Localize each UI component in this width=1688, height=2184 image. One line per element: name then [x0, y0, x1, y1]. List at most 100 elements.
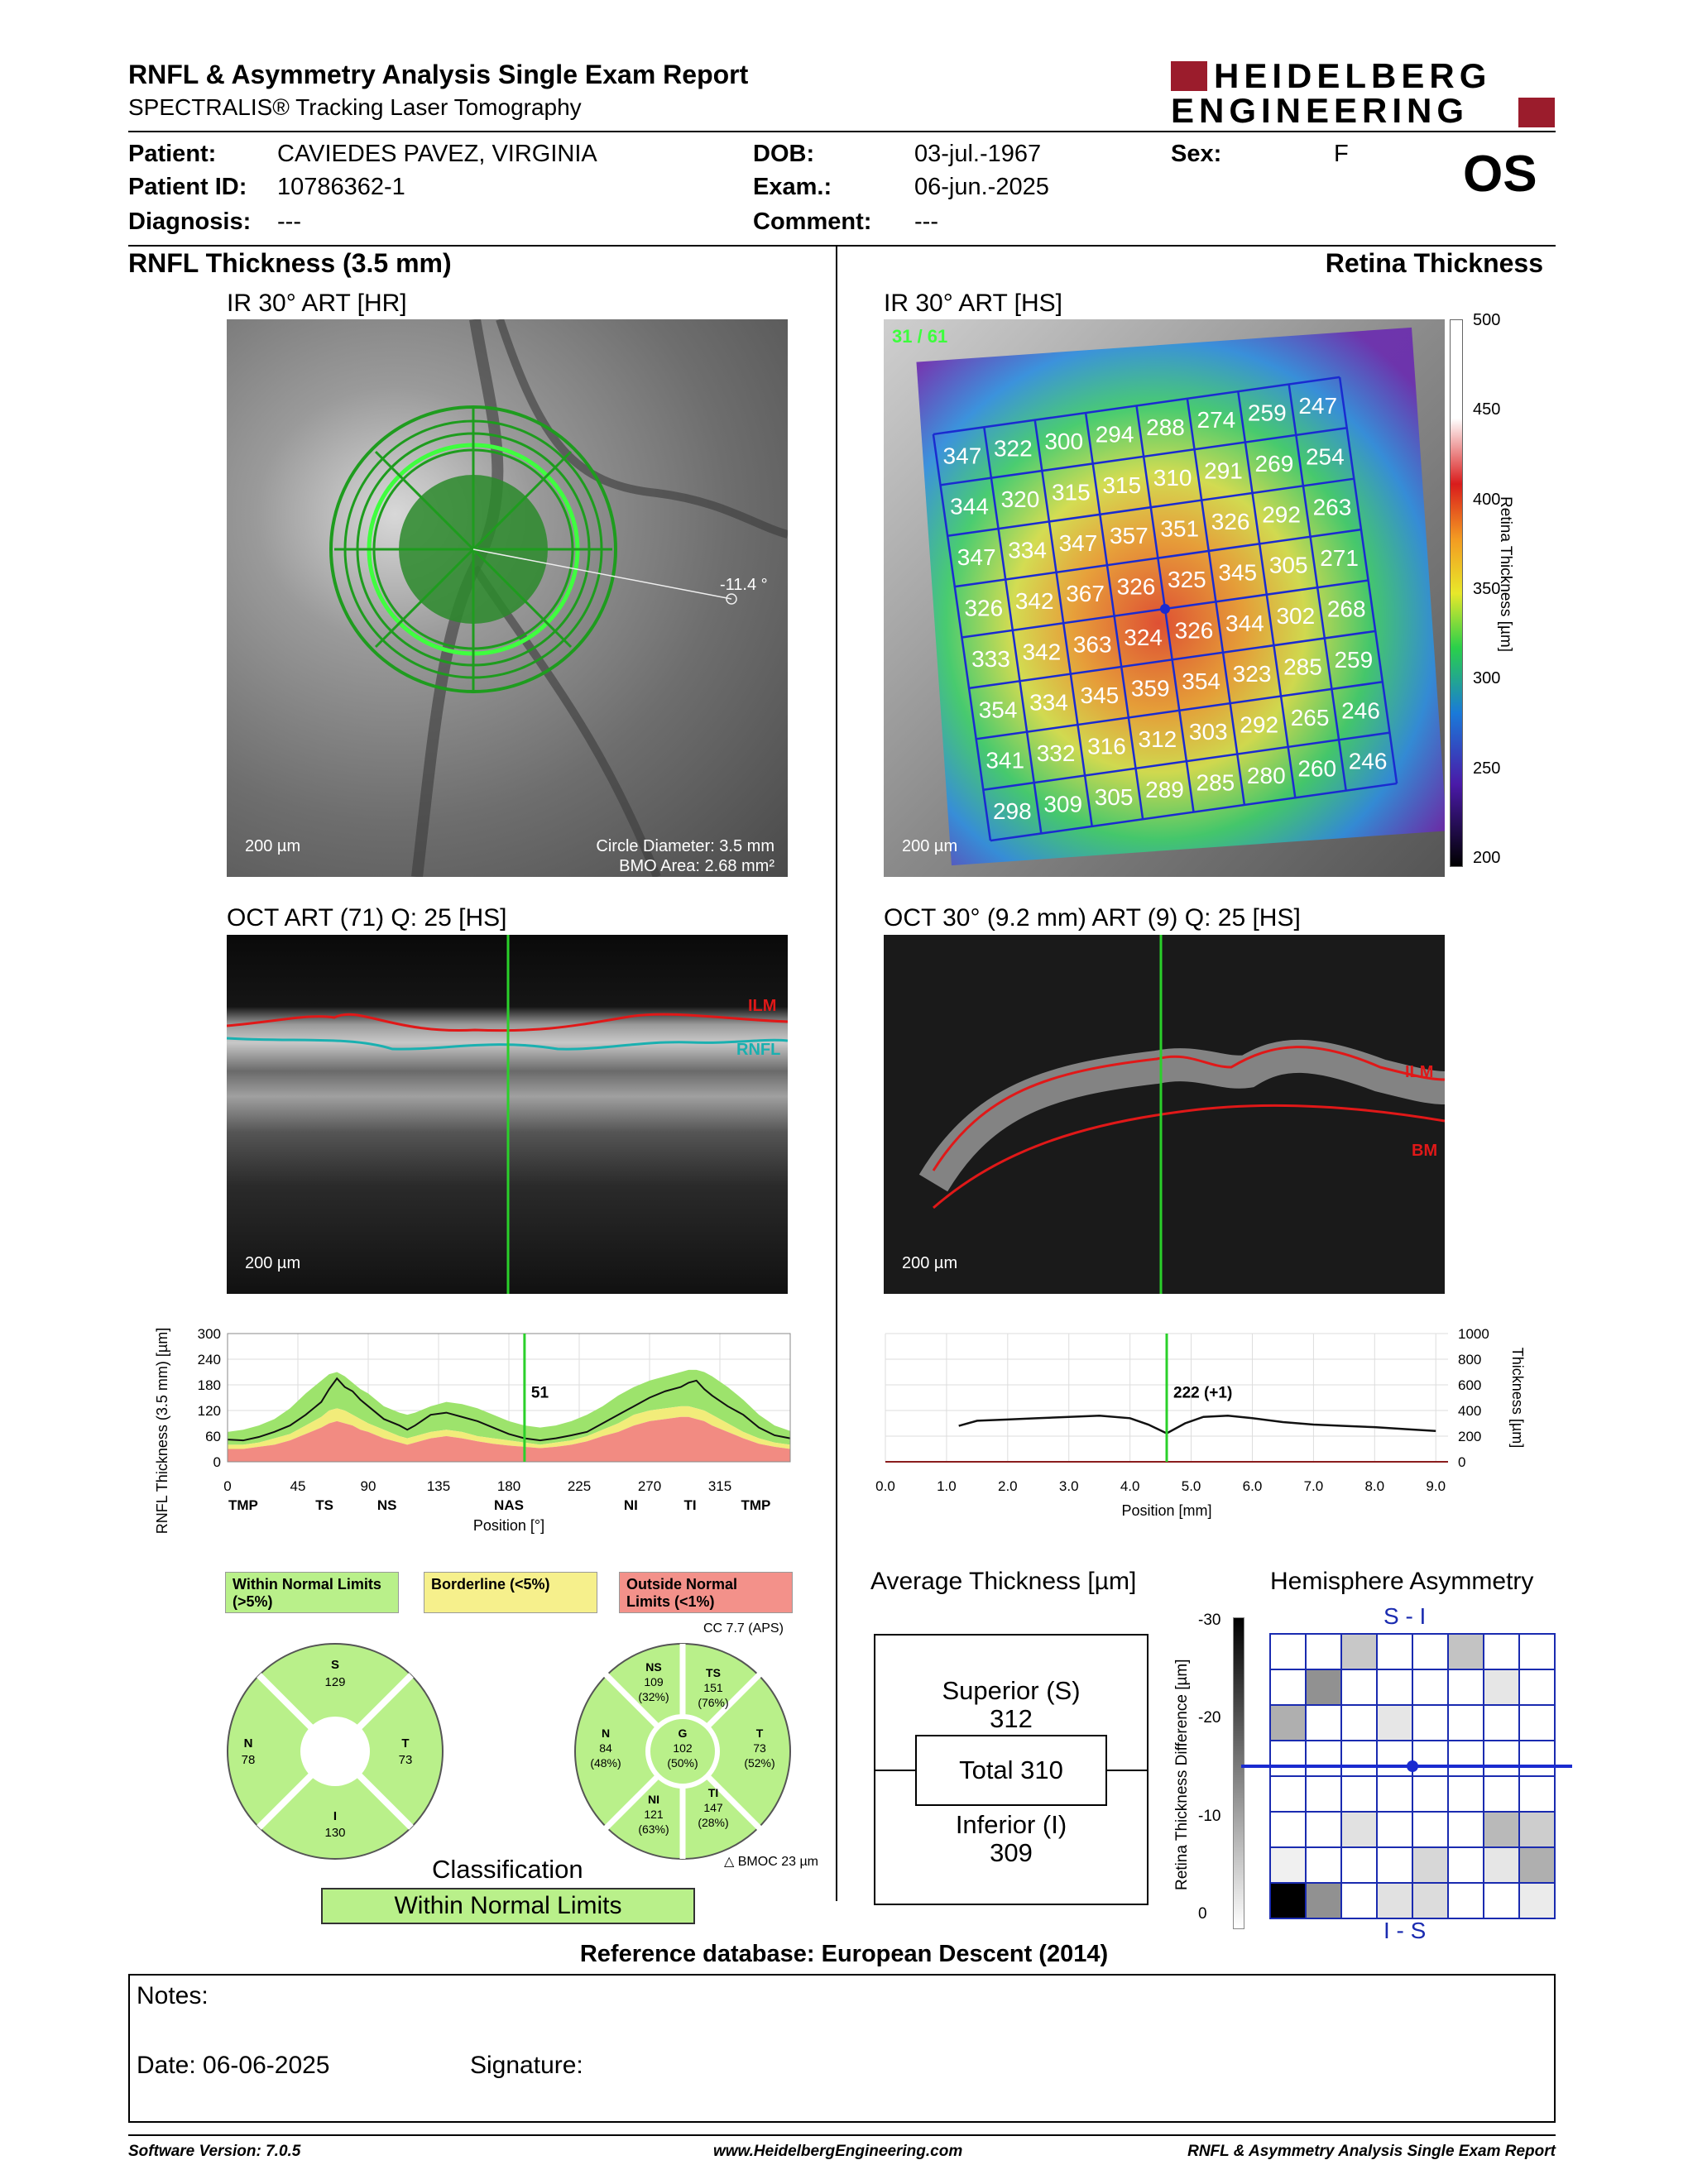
oct-left-scale: 200 µm	[245, 1254, 301, 1272]
retina-xtick: 8.0	[1364, 1478, 1384, 1494]
grid-cell-value: 291	[1204, 458, 1243, 484]
retina-ytick: 0	[1458, 1454, 1465, 1470]
grid-cell-value: 294	[1096, 421, 1134, 447]
grid-line-h	[968, 630, 1376, 690]
grid-line-h	[976, 681, 1383, 740]
grid-cell-value: 305	[1269, 553, 1308, 578]
grid-cell-value: 351	[1160, 516, 1199, 542]
sector6-ti-value: 147	[703, 1801, 723, 1814]
diagnosis-label: Diagnosis:	[128, 208, 252, 235]
grid-cell-value: 303	[1189, 719, 1228, 745]
grid-cell-value: 309	[1043, 791, 1082, 817]
retina-profile-chart: 0 200 400 600 800 1000 0.0 1.0 2.0 3.0 4.0 5.0 6.0 7.…	[875, 1326, 1526, 1519]
retina-ylabel: Thickness [µm]	[1509, 1348, 1526, 1448]
asymmetry-cell	[1412, 1882, 1449, 1919]
dob-label: DOB:	[753, 141, 815, 167]
grid-cell-value: 310	[1153, 465, 1192, 491]
oct-line-scan: ILM BM 200 µm	[884, 935, 1445, 1294]
asymmetry-cell	[1483, 1740, 1520, 1777]
report-name-footer: RNFL & Asymmetry Analysis Single Exam Re…	[1187, 2143, 1556, 2160]
notes-box[interactable]	[128, 1974, 1556, 2123]
sector6-t-pct: (52%)	[744, 1756, 774, 1770]
dob-value: 03-jul.-1967	[914, 141, 1042, 167]
sector6-ni-value: 121	[644, 1808, 664, 1821]
asymmetry-cell	[1412, 1704, 1449, 1741]
grid-line-v	[1288, 384, 1347, 791]
exam-label: Exam.:	[753, 174, 832, 200]
asymmetry-cell	[1305, 1669, 1342, 1706]
rnfl-sector-label: NAS	[494, 1497, 524, 1513]
asymmetry-cell	[1376, 1669, 1413, 1706]
grid-cell-value: 324	[1124, 625, 1163, 650]
asymmetry-tick: 0	[1198, 1905, 1207, 1923]
grid-cell-value: 288	[1146, 414, 1185, 440]
grid-cell-value: 300	[1044, 429, 1083, 454]
rnfl-xlabel: Position [°]	[473, 1517, 544, 1534]
asymmetry-cell	[1447, 1775, 1484, 1813]
retina-xtick: 7.0	[1304, 1478, 1324, 1494]
asymmetry-cell	[1412, 1669, 1449, 1706]
rnfl-xtick: 270	[638, 1478, 661, 1494]
website-link[interactable]: www.HeidelbergEngineering.com	[713, 2143, 963, 2160]
sector4-s-value: 129	[324, 1675, 345, 1689]
patient-name: CAVIEDES PAVEZ, VIRGINIA	[277, 141, 597, 167]
asymmetry-cell	[1483, 1704, 1520, 1741]
date-label: Date: 06-06-2025	[137, 2052, 330, 2079]
oct-right-bm-label: BM	[1412, 1142, 1438, 1160]
sector6-ti-label: TI	[708, 1786, 718, 1799]
colorbar-tick: 200	[1473, 849, 1501, 867]
inferior-label: Inferior (I)	[955, 1810, 1067, 1839]
rnfl-xtick: 225	[568, 1478, 591, 1494]
asymmetry-cell	[1269, 1740, 1307, 1777]
grid-cell-value: 326	[1117, 574, 1156, 600]
grid-cell-value: 341	[985, 748, 1024, 774]
report-subtitle: SPECTRALIS® Tracking Laser Tomography	[128, 94, 582, 120]
colorbar-tick: 350	[1473, 580, 1501, 598]
grid-cell-value: 312	[1139, 726, 1177, 752]
grid-cell-value: 344	[950, 494, 989, 520]
retina-ytick: 400	[1458, 1403, 1481, 1419]
rnfl-thickness-line	[227, 1377, 791, 1442]
sector6-ni-pct: (63%)	[638, 1822, 669, 1836]
asymmetry-grid	[1241, 1633, 1572, 1919]
patient-label: Patient:	[128, 141, 217, 167]
software-version: Software Version: 7.0.5	[128, 2143, 301, 2160]
cc-value: CC 7.7 (APS)	[703, 1621, 784, 1636]
asymmetry-cell	[1518, 1882, 1556, 1919]
rnfl-scan-circle	[329, 405, 737, 693]
sector4-s-label: S	[331, 1658, 339, 1672]
asymmetry-cell	[1518, 1775, 1556, 1813]
rnfl-xtick: 180	[497, 1478, 520, 1494]
asymmetry-cell	[1447, 1740, 1484, 1777]
rnfl-borderline-band	[228, 1406, 790, 1449]
grid-cell-value: 315	[1052, 479, 1091, 505]
retina-ytick: 600	[1458, 1377, 1481, 1393]
grid-cell-value: 292	[1262, 501, 1301, 527]
sector6-ti-pct: (28%)	[698, 1816, 728, 1829]
fovea-marker	[1160, 604, 1170, 614]
sector6-ns-label: NS	[645, 1660, 661, 1674]
rnfl-normal-band	[228, 1369, 790, 1445]
grid-cell-value: 274	[1197, 407, 1236, 433]
asymmetry-tick: -10	[1198, 1807, 1221, 1825]
retina-xlabel: Position [mm]	[1121, 1502, 1211, 1519]
asymmetry-cell	[1305, 1633, 1342, 1670]
superior-value: 312	[990, 1704, 1033, 1733]
grid-line-h	[990, 782, 1398, 842]
legend-within-normal: Within Normal Limits (>5%)	[225, 1572, 399, 1613]
sector6-n-value: 84	[599, 1741, 612, 1755]
grid-line-v	[932, 433, 992, 841]
grid-cell-value: 254	[1306, 443, 1345, 469]
ir-left-angle: -11.4 °	[720, 576, 768, 594]
rnfl-ytick: 240	[198, 1352, 221, 1367]
sector6-g-pct: (50%)	[667, 1756, 698, 1770]
sector6-t-label: T	[756, 1727, 764, 1740]
rnfl-profile-chart: 0 60 120 180 240 300 0 45 90 135 180 225 270 315 51 TMP…	[154, 1326, 791, 1534]
grid-cell-value: 342	[1022, 639, 1061, 664]
grid-cell-value: 359	[1131, 675, 1170, 701]
diagnosis-value: ---	[277, 208, 301, 235]
sector6-ns-pct: (32%)	[638, 1690, 669, 1703]
asymmetry-cell	[1447, 1669, 1484, 1706]
grid-cell-value: 347	[1059, 530, 1098, 556]
retina-xtick: 9.0	[1426, 1478, 1446, 1494]
